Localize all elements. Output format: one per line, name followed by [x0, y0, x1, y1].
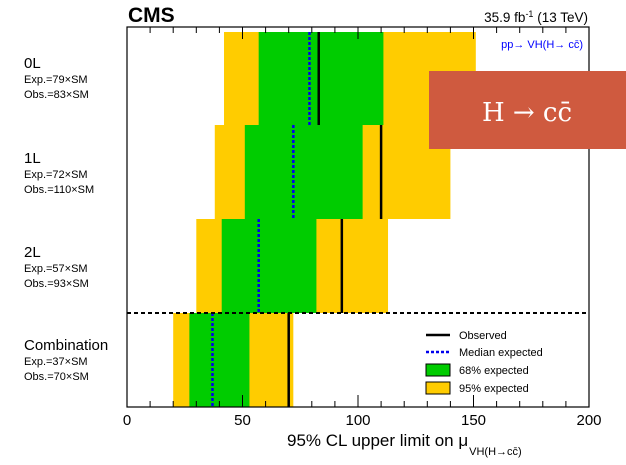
legend-68-swatch [425, 363, 451, 377]
category-exp-1l: Exp.=72×SM [24, 169, 88, 181]
x-tick-label: 150 [461, 412, 486, 429]
category-name-0l: 0L [24, 55, 41, 72]
category-name-2l: 2L [24, 244, 41, 261]
category-name-combination: Combination [24, 337, 108, 354]
process-label: pp→ VH(H→ cc̄) [501, 39, 583, 51]
banner-box [429, 71, 626, 149]
band68-1l [244, 125, 363, 219]
x-ticks: 0 50 100 150 200 [123, 27, 602, 429]
x-tick-label: 200 [576, 412, 601, 429]
lumi-label: 35.9 fb-1 (13 TeV) [484, 9, 588, 25]
legend-68-label: 68% expected [459, 365, 529, 377]
legend-95-swatch [425, 381, 451, 395]
legend-observed-label: Observed [459, 330, 507, 342]
legend-median-label: Median expected [459, 347, 543, 359]
category-obs-0l: Obs.=83×SM [24, 89, 89, 101]
plot-bands [173, 32, 476, 407]
category-exp-0l: Exp.=79×SM [24, 74, 88, 86]
category-obs-combination: Obs.=70×SM [24, 371, 89, 383]
category-obs-2l: Obs.=93×SM [24, 278, 89, 290]
band68-2l [221, 219, 317, 313]
x-axis-title: 95% CL upper limit on μVH(H→cc̄) [287, 431, 522, 458]
plot-lines [211, 32, 383, 407]
x-tick-label: 50 [234, 412, 251, 429]
category-labels: 0L Exp.=79×SM Obs.=83×SM 1L Exp.=72×SM Obs.=1… [24, 55, 108, 383]
x-tick-label: 100 [345, 412, 370, 429]
x-tick-label: 0 [123, 412, 131, 429]
category-obs-1l: Obs.=110×SM [24, 184, 94, 196]
band68-combination [189, 313, 250, 407]
experiment-label: CMS [128, 4, 175, 27]
category-name-1l: 1L [24, 150, 41, 167]
banner-text: H → cc̄ [482, 98, 572, 128]
legend: Observed Median expected 68% expected 95… [425, 330, 543, 395]
legend-95-label: 95% expected [459, 383, 529, 395]
category-exp-combination: Exp.=37×SM [24, 356, 88, 368]
band68-0l [258, 32, 384, 125]
category-exp-2l: Exp.=57×SM [24, 263, 88, 275]
